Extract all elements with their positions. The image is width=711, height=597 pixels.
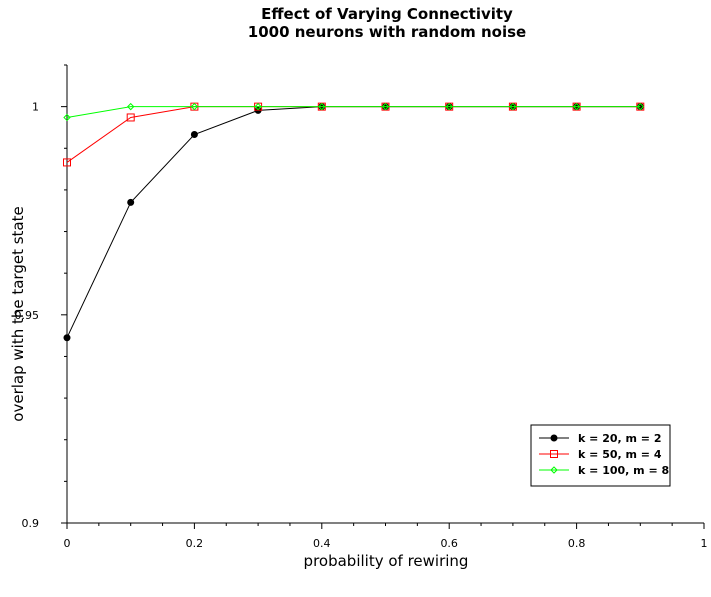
x-tick-label: 0.2 — [186, 537, 204, 550]
x-axis-label: probability of rewiring — [304, 552, 469, 570]
series-2 — [63, 102, 645, 122]
data-point — [636, 102, 645, 111]
data-point — [126, 102, 135, 111]
data-point — [572, 102, 581, 111]
data-point — [126, 113, 135, 122]
x-axis-ticks: 0 0.2 0.4 0.6 0.8 1 — [64, 523, 708, 550]
series-1 — [63, 102, 645, 167]
data-point — [381, 102, 390, 111]
x-tick-label: 0 — [64, 537, 71, 550]
x-tick-label: 1 — [701, 537, 708, 550]
data-point — [254, 102, 262, 111]
data-point — [509, 102, 517, 111]
series-0 — [63, 103, 644, 342]
data-point — [190, 102, 199, 111]
x-tick-label: 0.8 — [568, 537, 586, 550]
legend-label: k = 20, m = 2 — [578, 432, 662, 445]
series-line — [66, 106, 641, 163]
legend-item: k = 100, m = 8 — [539, 464, 669, 477]
legend: k = 20, m = 2 k = 50, m = 4 k = 100, m = 8 — [530, 424, 671, 487]
chart-subtitle: 1000 neurons with random noise — [248, 23, 526, 41]
y-axis-ticks: 0.9 0.95 1 — [15, 64, 67, 530]
series-line — [66, 106, 641, 118]
x-tick-label: 0.4 — [313, 537, 331, 550]
data-point — [318, 102, 326, 111]
legend-label: k = 100, m = 8 — [578, 464, 669, 477]
data-point — [63, 334, 71, 342]
data-point — [63, 113, 71, 122]
legend-item: k = 20, m = 2 — [539, 432, 662, 445]
legend-label: k = 50, m = 4 — [578, 448, 662, 461]
series-layer — [63, 102, 645, 342]
y-tick-label: 0.9 — [22, 517, 40, 530]
data-point — [127, 198, 135, 206]
data-point — [63, 158, 71, 167]
data-point — [445, 102, 453, 111]
data-point — [190, 131, 198, 139]
legend-swatch-marker — [550, 450, 558, 458]
legend-item: k = 50, m = 4 — [539, 448, 662, 461]
chart-title: Effect of Varying Connectivity — [261, 5, 513, 23]
series-line — [66, 106, 641, 338]
y-axis-label: overlap with the target state — [9, 206, 27, 421]
y-tick-label: 0.95 — [15, 309, 40, 322]
y-tick-label: 1 — [32, 101, 39, 114]
x-tick-label: 0.6 — [440, 537, 458, 550]
legend-swatch-marker — [550, 466, 558, 474]
legend-swatch-marker — [550, 434, 558, 442]
